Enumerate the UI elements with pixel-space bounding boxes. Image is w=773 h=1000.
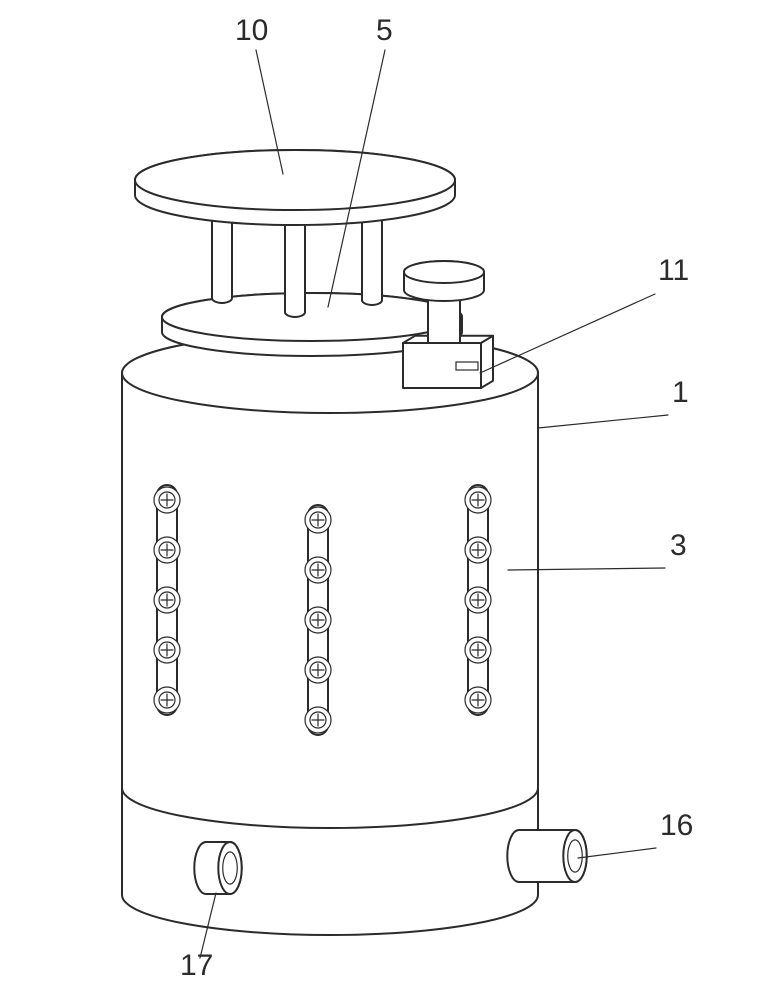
upper-disc: [135, 150, 455, 225]
label-3: 3: [670, 529, 687, 562]
label-10: 10: [235, 14, 268, 47]
post-1: [285, 213, 305, 317]
label-1: 1: [672, 376, 689, 409]
pipe-16: [507, 830, 586, 882]
bolt-strip-0: [154, 485, 180, 715]
label-16: 16: [660, 809, 693, 842]
diagram-canvas: 10511131617: [0, 0, 773, 1000]
pipe-17: [194, 842, 241, 894]
bolt-strip-2: [465, 485, 491, 715]
label-5: 5: [376, 14, 393, 47]
bolt-strip-1: [305, 505, 331, 735]
label-17: 17: [180, 949, 213, 982]
label-11: 11: [658, 254, 689, 287]
